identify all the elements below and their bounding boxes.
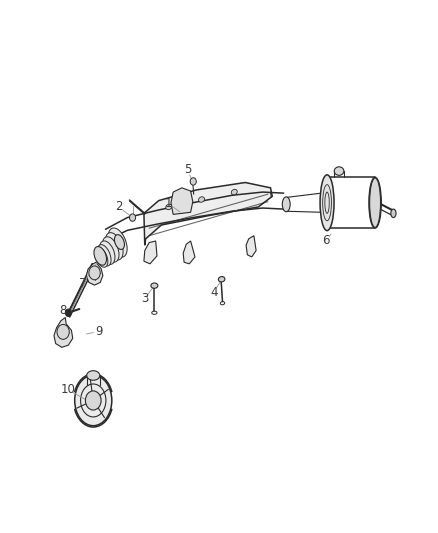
Polygon shape [144, 182, 272, 245]
Circle shape [57, 325, 69, 340]
Ellipse shape [99, 241, 115, 264]
Ellipse shape [370, 178, 381, 228]
Circle shape [130, 214, 136, 221]
Polygon shape [144, 241, 157, 264]
Ellipse shape [95, 248, 108, 267]
Ellipse shape [369, 177, 381, 228]
Ellipse shape [320, 175, 334, 231]
Text: 8: 8 [59, 304, 67, 317]
Ellipse shape [334, 167, 344, 175]
Ellipse shape [198, 197, 205, 202]
Circle shape [65, 309, 71, 317]
Circle shape [85, 391, 101, 410]
Text: 7: 7 [79, 277, 87, 290]
Text: 6: 6 [322, 235, 330, 247]
Ellipse shape [219, 277, 225, 282]
Ellipse shape [87, 370, 100, 380]
Text: 2: 2 [115, 200, 122, 213]
Ellipse shape [151, 283, 158, 288]
Ellipse shape [94, 246, 106, 265]
Polygon shape [54, 318, 73, 348]
Polygon shape [86, 262, 103, 285]
Polygon shape [246, 236, 256, 257]
Ellipse shape [102, 237, 119, 262]
Ellipse shape [108, 228, 127, 257]
Ellipse shape [75, 375, 112, 426]
Ellipse shape [106, 232, 123, 260]
Ellipse shape [97, 245, 111, 266]
Ellipse shape [166, 204, 172, 209]
Ellipse shape [114, 235, 124, 249]
Polygon shape [183, 241, 195, 264]
Text: 4: 4 [210, 286, 218, 298]
Ellipse shape [231, 189, 237, 195]
Text: 9: 9 [95, 325, 102, 338]
Text: 10: 10 [61, 383, 76, 397]
Circle shape [190, 177, 196, 185]
Circle shape [89, 266, 100, 280]
Text: 3: 3 [141, 292, 148, 305]
Ellipse shape [283, 197, 290, 212]
Polygon shape [171, 188, 193, 214]
Text: 5: 5 [184, 163, 191, 176]
Text: 1: 1 [165, 197, 173, 211]
Ellipse shape [391, 209, 396, 217]
